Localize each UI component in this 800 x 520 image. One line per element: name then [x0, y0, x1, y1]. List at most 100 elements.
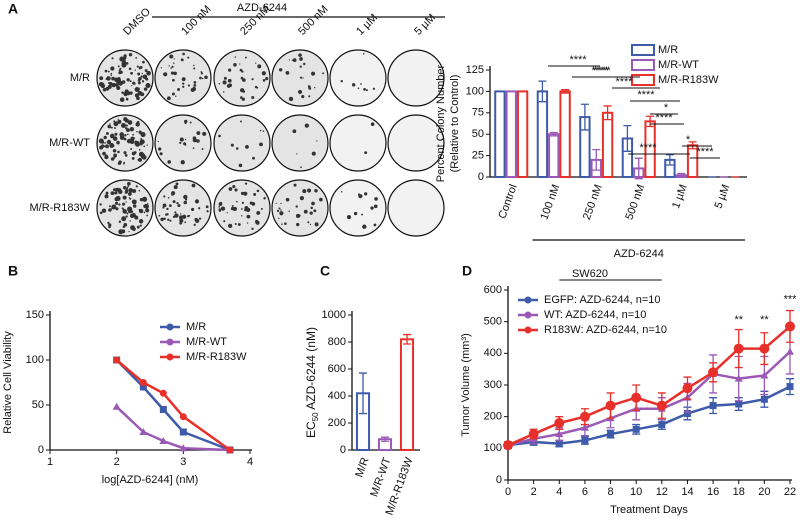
row-label: M/R: [70, 72, 90, 84]
colony: [122, 202, 126, 206]
colony: [127, 185, 130, 188]
colony: [128, 230, 130, 233]
y-tick-label: 25: [472, 150, 484, 162]
colony: [220, 206, 226, 211]
colony: [351, 83, 356, 87]
colony: [218, 134, 221, 138]
colony: [125, 62, 129, 65]
colony: [241, 70, 244, 73]
colony: [300, 166, 302, 169]
legend-label: R183W: AZD-6244, n=10: [544, 324, 667, 336]
colony: [238, 163, 243, 168]
colony: [130, 148, 133, 150]
colony: [183, 200, 188, 205]
colony: [111, 82, 116, 88]
colony: [138, 208, 144, 214]
colony: [122, 195, 127, 200]
colony: [111, 76, 115, 81]
colony: [180, 160, 185, 165]
colony: [179, 141, 182, 144]
colony: [146, 214, 149, 217]
colony: [198, 217, 202, 220]
marker: [159, 389, 167, 397]
colony: [253, 193, 257, 196]
colony: [135, 57, 138, 59]
legend-marker: [166, 353, 174, 361]
marker: [760, 371, 769, 379]
error-bar: [381, 436, 389, 442]
error-bar: [688, 141, 697, 150]
y-tick-label: 150: [26, 309, 44, 321]
colony: [278, 207, 281, 210]
colony: [218, 202, 223, 207]
colony: [118, 160, 122, 164]
colony: [139, 224, 142, 227]
colony: [301, 95, 305, 99]
legend-label: EGFP: AZD-6244, n=10: [544, 294, 660, 306]
colony: [226, 212, 228, 214]
colony: [108, 205, 111, 208]
colony: [136, 65, 139, 68]
colony: [292, 58, 297, 63]
colony: [167, 197, 170, 199]
colony: [128, 183, 130, 186]
colony: [111, 143, 113, 145]
plate: [329, 179, 387, 237]
colony: [279, 211, 284, 216]
colony: [115, 195, 121, 202]
colony: [103, 135, 107, 140]
marker: [785, 321, 795, 332]
panel-letter: A: [8, 1, 18, 17]
colony: [129, 80, 132, 83]
colony: [281, 223, 283, 225]
colony: [176, 202, 179, 205]
x-tick-label: 1 µM: [670, 183, 690, 210]
colony: [136, 96, 140, 101]
colony: [158, 147, 162, 151]
colony: [223, 76, 227, 80]
x-tick-label: 500 nM: [623, 183, 647, 222]
colony: [122, 80, 124, 83]
colony: [128, 192, 132, 196]
colony: [259, 142, 263, 147]
colony: [244, 56, 247, 59]
y-tick-label: 0: [38, 444, 44, 456]
colony: [296, 153, 298, 155]
colony: [302, 77, 304, 79]
colony: [241, 215, 243, 217]
colony: [171, 193, 174, 196]
colony: [362, 224, 367, 229]
colony: [232, 185, 236, 189]
marker: [658, 421, 666, 429]
colony: [228, 223, 233, 229]
x-tick-label: 12: [656, 486, 668, 498]
annotation: ****: [696, 146, 714, 158]
colony: [124, 222, 127, 226]
colony: [124, 189, 129, 193]
colony: [196, 139, 200, 143]
colony: [240, 191, 245, 195]
colony: [117, 65, 120, 68]
marker: [733, 343, 744, 354]
plate: [213, 114, 271, 172]
colony: [99, 76, 104, 81]
colony: [174, 211, 177, 214]
colony: [171, 65, 174, 68]
colony: [236, 200, 238, 203]
colony: [241, 97, 245, 101]
x-tick-label: Control: [496, 183, 519, 220]
marker: [735, 400, 743, 408]
error-bar: [538, 80, 547, 103]
colony: [260, 207, 263, 210]
colony: [110, 208, 113, 210]
colony: [174, 213, 179, 218]
bar: [516, 90, 529, 178]
y-tick-label: 0: [478, 171, 484, 183]
colony: [101, 208, 107, 213]
colony: [113, 188, 117, 192]
colony: [218, 82, 221, 85]
colony: [231, 205, 234, 207]
y-tick-label: 100: [26, 354, 44, 366]
plate: [387, 179, 445, 237]
colony: [108, 225, 111, 229]
